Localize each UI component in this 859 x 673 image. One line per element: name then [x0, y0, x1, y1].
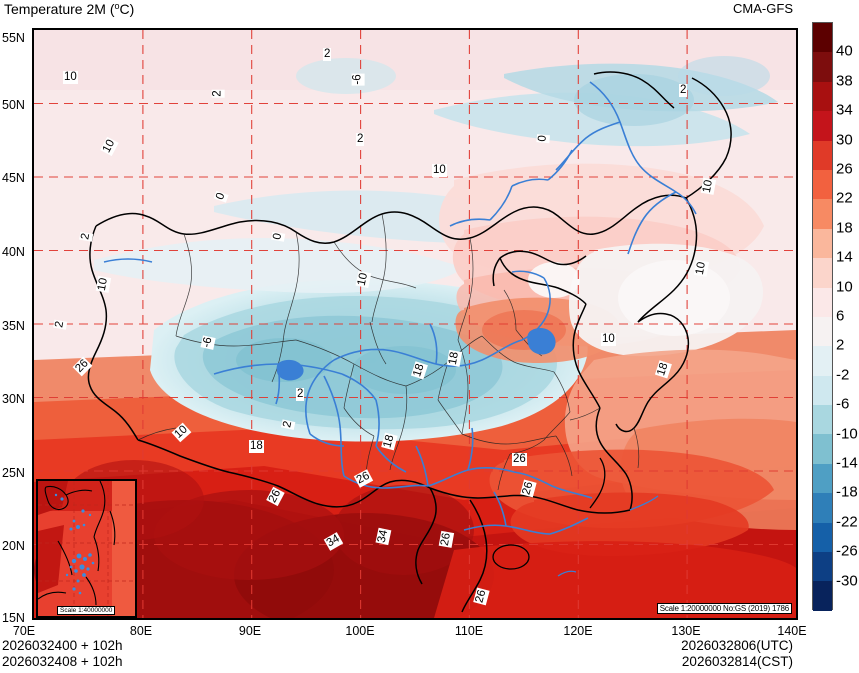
colorbar-tick: 14: [836, 248, 853, 266]
x-axis-tick: 130E: [671, 624, 701, 638]
y-axis-tick: 50N: [2, 98, 25, 112]
colorbar-tick: 10: [836, 278, 853, 296]
contour-label: 2: [296, 388, 305, 401]
colorbar-tick: 38: [836, 72, 853, 90]
colorbar-tick: -10: [836, 425, 858, 443]
contour-label: 2: [356, 133, 365, 146]
colorbar-swatch: [813, 346, 832, 376]
y-axis-tick: 35N: [2, 319, 25, 333]
colorbar[interactable]: [812, 22, 833, 611]
colorbar-tick: 18: [836, 219, 853, 237]
contour-label: 10: [432, 164, 447, 177]
contour-label: -6: [351, 73, 365, 86]
colorbar-tick: 26: [836, 160, 853, 178]
colorbar-tick: -22: [836, 513, 858, 531]
contour-label: 2: [211, 89, 225, 98]
y-axis-tick: 40N: [2, 245, 25, 259]
x-axis-tick: 120E: [563, 624, 593, 638]
y-axis-tick: 45N: [2, 171, 25, 185]
colorbar-swatch: [813, 140, 832, 170]
degree-symbol: o: [114, 1, 120, 11]
colorbar-swatch: [813, 199, 832, 229]
colorbar-swatch: [813, 23, 832, 53]
colorbar-swatch: [813, 81, 832, 112]
valid-time-utc: 2026032806(UTC): [681, 638, 793, 653]
colorbar-tick: 40: [836, 42, 853, 60]
contour-label: 10: [95, 276, 112, 293]
colorbar-swatch: [813, 258, 832, 288]
colorbar-swatch: [813, 463, 832, 494]
temperature-field: [34, 30, 796, 618]
inset-scale-label: Scale 1:40000000: [57, 606, 116, 615]
colorbar-swatch: [813, 52, 832, 82]
y-axis-tick: 30N: [2, 392, 25, 406]
y-axis-tick: 15N: [2, 611, 25, 625]
inset-field: [38, 481, 135, 616]
colorbar-swatch: [813, 169, 832, 200]
colorbar-tick: 2: [836, 336, 845, 354]
colorbar-tick: -18: [836, 483, 858, 501]
colorbar-tick: -14: [836, 454, 858, 472]
contour-label: 18: [446, 350, 463, 367]
contour-label: 2: [323, 48, 332, 61]
y-axis-tick: 20N: [2, 539, 25, 553]
colorbar-tick: 22: [836, 189, 853, 207]
colorbar-tick: 34: [836, 101, 853, 119]
x-axis-tick: 90E: [238, 624, 262, 638]
colorbar-tick: -6: [836, 395, 850, 413]
contour-label: 18: [249, 440, 264, 453]
colorbar-swatch: [813, 493, 832, 523]
colorbar-swatch: [813, 522, 832, 553]
colorbar-swatch: [813, 434, 832, 464]
page-title: Temperature 2M (oC): [4, 1, 134, 17]
contour-label: -6: [200, 335, 216, 350]
x-axis-tick: 80E: [129, 624, 153, 638]
contour-label: 10: [700, 178, 717, 195]
contour-label: 10: [601, 333, 616, 346]
colorbar-swatch: [813, 316, 832, 347]
x-axis-tick: 140E: [777, 624, 807, 638]
contour-label: 10: [693, 260, 710, 277]
x-axis-tick: 110E: [454, 624, 484, 638]
valid-time-cst: 2026032814(CST): [681, 654, 793, 669]
colorbar-swatch: [813, 405, 832, 435]
map-plot-area[interactable]: 10 2 -6 2 2 10 2 0 10 0 10 2 0 10 10 10 …: [32, 28, 798, 620]
colorbar-swatch: [813, 552, 832, 582]
south-china-sea-inset[interactable]: Scale 1:40000000: [36, 479, 137, 618]
contour-label: 2: [679, 84, 688, 97]
colorbar-tick: -30: [836, 572, 858, 590]
x-axis-tick: 70E: [12, 624, 36, 638]
colorbar-tick: -26: [836, 542, 858, 560]
colorbar-tick: 6: [836, 307, 845, 325]
colorbar-swatch: [813, 228, 832, 259]
contour-label: 26: [438, 531, 455, 548]
contour-label: 26: [512, 453, 527, 466]
contour-label: 0: [536, 133, 551, 144]
model-label: CMA-GFS: [733, 1, 793, 16]
map-scale-label: Scale 1:20000000 No:GS (2019) 1786: [656, 603, 792, 614]
colorbar-tick: 30: [836, 131, 853, 149]
init-time-utc: 2026032400 + 102h: [2, 638, 123, 653]
colorbar-tick: -2: [836, 366, 850, 384]
init-time-cst: 2026032408 + 102h: [2, 654, 123, 669]
x-axis-tick: 100E: [345, 624, 375, 638]
y-axis-tick: 25N: [2, 466, 25, 480]
colorbar-swatch: [813, 111, 832, 141]
colorbar-swatch: [813, 287, 832, 317]
page-title-unit: C): [119, 1, 135, 17]
page-title-text: Temperature 2M (: [4, 1, 115, 17]
colorbar-swatch: [813, 375, 832, 406]
y-axis-tick: 55N: [2, 31, 25, 45]
contour-label: 10: [63, 71, 78, 84]
colorbar-swatch: [813, 581, 832, 611]
